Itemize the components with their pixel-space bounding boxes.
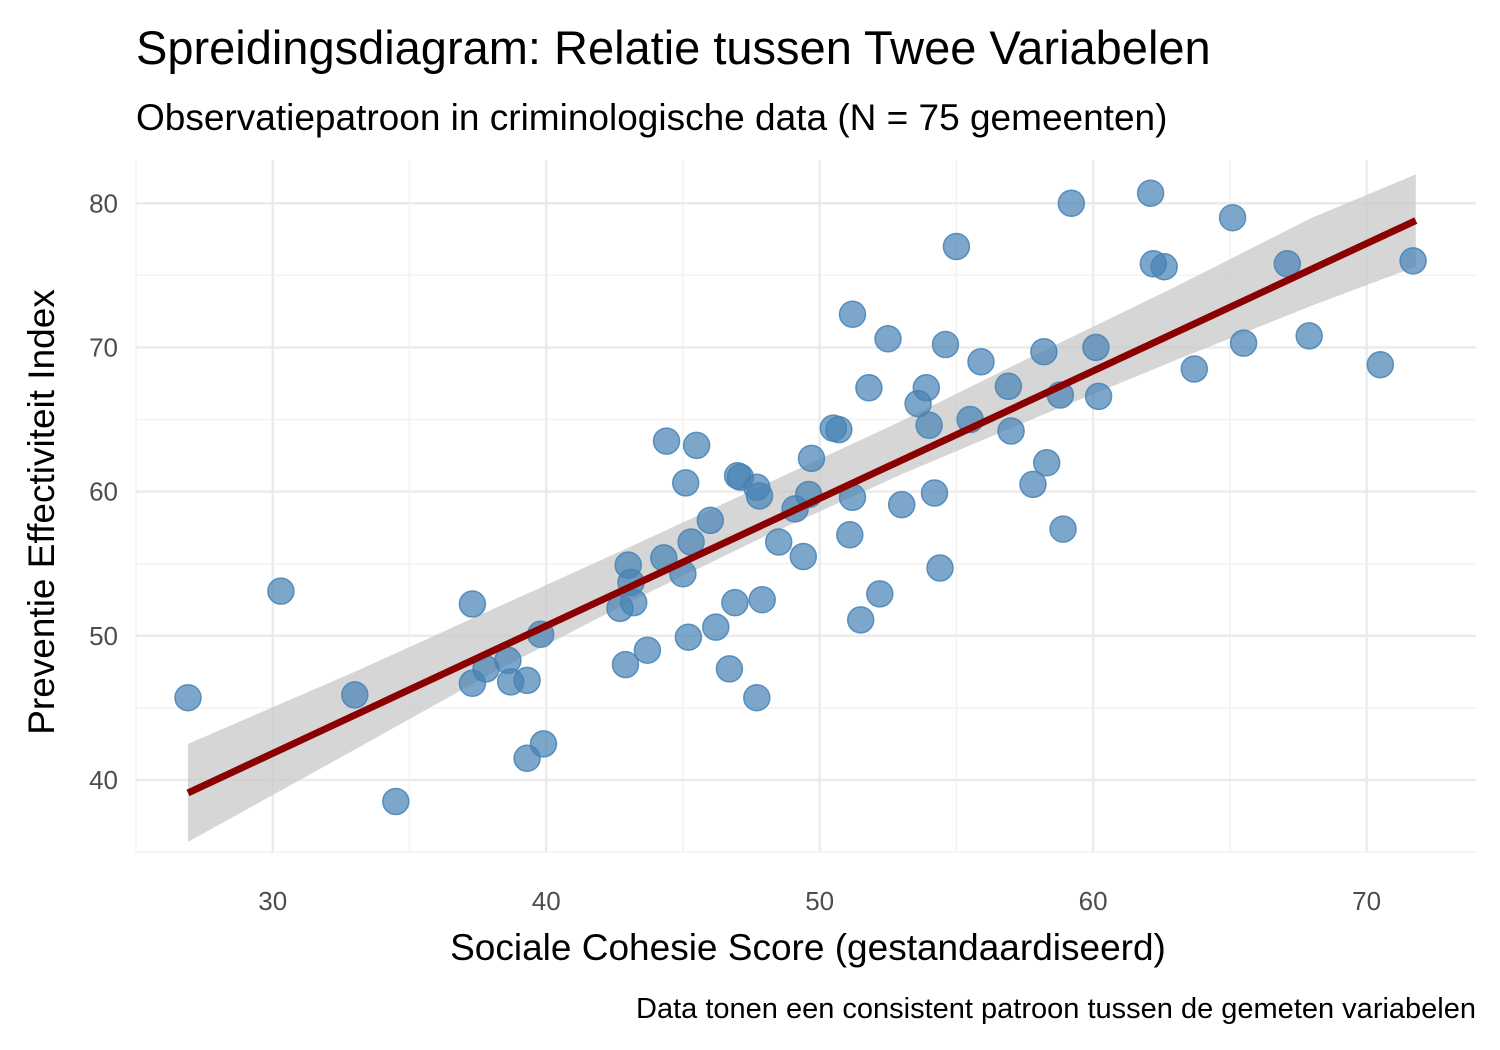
data-point bbox=[1180, 355, 1209, 383]
data-point bbox=[866, 580, 894, 608]
chart-caption: Data tonen een consistent patroon tussen… bbox=[636, 993, 1476, 1025]
data-point bbox=[967, 348, 995, 376]
data-point bbox=[1136, 179, 1165, 207]
data-point bbox=[764, 528, 793, 556]
data-point bbox=[997, 417, 1025, 445]
data-points bbox=[174, 179, 1427, 816]
x-axis-ticks: 30 40 50 60 70 bbox=[258, 886, 1381, 916]
data-point bbox=[874, 325, 902, 353]
trend-line bbox=[186, 217, 1418, 797]
data-point bbox=[674, 623, 703, 651]
data-point bbox=[1019, 470, 1047, 499]
data-point bbox=[513, 666, 541, 695]
data-point bbox=[1030, 337, 1058, 366]
data-point bbox=[1150, 252, 1178, 281]
data-point bbox=[696, 506, 725, 535]
data-point bbox=[745, 482, 774, 510]
data-point bbox=[1082, 333, 1110, 362]
data-point bbox=[529, 730, 558, 758]
data-point bbox=[1229, 329, 1258, 357]
x-tick-label: 30 bbox=[258, 886, 287, 916]
x-tick-label: 60 bbox=[1079, 886, 1108, 916]
data-point bbox=[341, 681, 369, 709]
y-axis-ticks: 40 50 60 70 80 bbox=[89, 188, 118, 795]
data-point bbox=[652, 427, 681, 455]
data-point bbox=[887, 490, 916, 519]
data-point bbox=[671, 469, 700, 497]
data-point bbox=[715, 655, 744, 683]
data-point bbox=[1084, 382, 1113, 411]
trend-line-layer bbox=[186, 217, 1418, 797]
data-point bbox=[1057, 189, 1086, 218]
data-point bbox=[1295, 322, 1323, 350]
data-point bbox=[702, 613, 730, 641]
chart-subtitle: Observatiepatroon in criminologische dat… bbox=[136, 97, 1167, 138]
x-tick-label: 40 bbox=[532, 886, 561, 916]
x-tick-label: 70 bbox=[1352, 886, 1381, 916]
data-point bbox=[846, 606, 875, 634]
data-point bbox=[748, 585, 776, 614]
data-point bbox=[611, 650, 640, 679]
y-tick-label: 70 bbox=[89, 332, 118, 362]
data-point bbox=[1032, 449, 1061, 477]
y-tick-label: 40 bbox=[89, 765, 118, 795]
data-point bbox=[458, 590, 487, 618]
data-point bbox=[1218, 203, 1247, 232]
y-axis-title: Preventie Effectiviteit Index bbox=[21, 289, 62, 735]
data-point bbox=[1049, 515, 1077, 543]
data-point bbox=[619, 588, 648, 617]
data-point bbox=[174, 683, 202, 712]
data-point bbox=[267, 577, 295, 605]
x-tick-label: 50 bbox=[805, 886, 834, 916]
data-point bbox=[931, 330, 960, 359]
data-point bbox=[721, 588, 749, 617]
data-point bbox=[682, 431, 711, 460]
data-point bbox=[797, 444, 826, 473]
data-point bbox=[633, 636, 662, 664]
data-point bbox=[920, 479, 949, 507]
data-point bbox=[743, 683, 771, 712]
data-point bbox=[382, 787, 410, 816]
data-point bbox=[838, 300, 867, 329]
y-tick-label: 50 bbox=[89, 621, 118, 651]
data-point bbox=[926, 554, 954, 582]
data-point bbox=[1399, 247, 1427, 275]
y-tick-label: 80 bbox=[89, 188, 118, 218]
data-point bbox=[789, 542, 818, 571]
data-point bbox=[836, 521, 864, 549]
chart-title: Spreidingsdiagram: Relatie tussen Twee V… bbox=[136, 21, 1211, 74]
data-point bbox=[855, 374, 883, 402]
data-point bbox=[912, 374, 941, 402]
data-point bbox=[915, 411, 943, 440]
data-point bbox=[994, 372, 1023, 401]
data-point bbox=[825, 415, 853, 444]
data-point bbox=[942, 232, 971, 261]
y-tick-label: 60 bbox=[89, 477, 118, 507]
data-point bbox=[1366, 350, 1395, 379]
x-axis-title: Sociale Cohesie Score (gestandaardiseerd… bbox=[450, 927, 1166, 968]
